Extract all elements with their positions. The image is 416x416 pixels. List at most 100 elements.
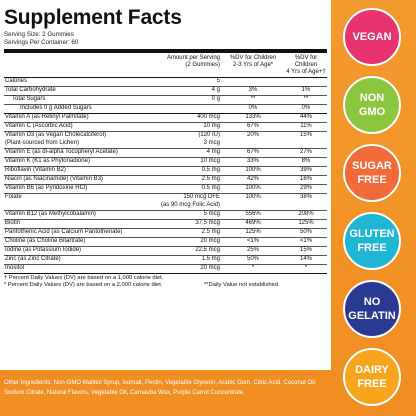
footnote-2000-row: * Percent Daily Values (DV) are based on… <box>4 282 327 289</box>
amount-per-serving: 4 g <box>139 86 221 96</box>
dv-children-4-header: %DV for Children 4 Yrs of Age+† <box>286 55 326 75</box>
table-row: (as 90 mcg Folic Acid) <box>4 202 327 211</box>
dv-children-4: 14% <box>285 255 327 265</box>
dv-children-4: 0% <box>285 104 327 114</box>
badge-line: DAIRY <box>355 364 389 376</box>
dv-children-2-3: 25% <box>221 246 285 256</box>
amount-per-serving: 1.5 mg <box>139 255 221 265</box>
dv-children-4: 44% <box>285 113 327 123</box>
dv-children-4 <box>285 77 327 87</box>
dv-children-4: 50% <box>285 228 327 238</box>
badge-line: VEGAN <box>352 31 392 43</box>
badge-no-gelatin: NO GELATIN <box>343 280 401 338</box>
badge-line: GLUTEN <box>349 228 395 240</box>
dv-children-4: 39% <box>285 166 327 176</box>
dv-children-2-3: 3% <box>221 86 285 96</box>
table-row: Vitamin B6 (as Pyridoxine HCl) 0.5 mg 100%… <box>4 184 327 194</box>
badge-line: FREE <box>357 174 387 186</box>
dv-children-4: 15% <box>285 131 327 140</box>
dv-children-2-3: 100% <box>221 184 285 194</box>
dv-children-2-3: 556% <box>221 210 285 220</box>
table-row: Vitamin E (as dl-alpha Tocopheryl Acetat… <box>4 148 327 158</box>
dv-children-2-3: 469% <box>221 219 285 229</box>
nutrient-name: Calories <box>4 77 139 87</box>
dv-children-2-3: 50% <box>221 255 285 265</box>
servings-per-container: Servings Per Container: 60 <box>4 39 79 46</box>
nutrient-name: Vitamin E (as dl-alpha Tocopheryl Acetat… <box>4 148 139 158</box>
amount-per-serving: 2.5 mg <box>139 228 221 238</box>
nutrient-name: Biotin <box>4 219 139 229</box>
amount-per-serving: 2.5 mg <box>139 175 221 185</box>
footnote-dv-not-established: **Daily Value not established. <box>204 282 280 288</box>
badge-sugar-free: SUGAR FREE <box>343 144 401 202</box>
dv-children-2-3: 42% <box>221 175 285 185</box>
footnotes: † Percent Daily Values (DV) are based on… <box>4 273 327 289</box>
dv-children-2-3: 20% <box>221 131 285 140</box>
amount-per-serving: 22.5 mcg <box>139 246 221 256</box>
nutrient-name: Includes 0 g Added Sugars <box>4 104 139 114</box>
nutrient-name <box>4 202 139 211</box>
dv-children-4: ** <box>285 95 327 105</box>
nutrient-name: Pantothenic Acid (as Calcium Pantothenat… <box>4 228 139 238</box>
footnote-1000: † Percent Daily Values (DV) are based on… <box>4 275 164 281</box>
amount-per-serving: 10 mcg <box>139 157 221 167</box>
dv-children-2-3: ** <box>221 95 285 105</box>
dv-children-4: 29% <box>285 184 327 194</box>
nutrient-name: Folate <box>4 193 139 202</box>
amount-per-serving: 0.5 mg <box>139 184 221 194</box>
dv-children-4: 11% <box>285 122 327 132</box>
nutrient-name: Total Carbohydrate <box>4 86 139 96</box>
badge-dairy-free: DAIRY FREE <box>343 348 401 406</box>
nutrient-name: Niacin (as Niacinamide) (Vitamin B3) <box>4 175 139 185</box>
nutrient-name: Vitamin D3 (as Vegan Cholecalciferol) <box>4 131 139 140</box>
dv-children-2-3: 100% <box>221 166 285 176</box>
nutrient-name: Riboflavin (Vitamin B2) <box>4 166 139 176</box>
nutrient-name: Vitamin C (Ascorbic Acid) <box>4 122 139 132</box>
dv-children-4: 38% <box>285 193 327 202</box>
dv-children-4 <box>285 140 327 149</box>
table-row: Includes 0 g Added Sugars 0% 0% <box>4 104 327 114</box>
footnote-2000: * Percent Daily Values (DV) are based on… <box>4 282 163 288</box>
amount-per-serving: 20 mcg <box>139 264 221 273</box>
table-row: Vitamin B12 (as Methylcobalamin) 5 mcg 556… <box>4 210 327 220</box>
dv-children-2-3: 0% <box>221 104 285 114</box>
supplement-facts-panel: Supplement Facts Serving Size: 2 Gummies… <box>4 6 327 289</box>
badge-vegan: VEGAN <box>343 8 401 66</box>
amount-per-serving: 3 mcg <box>203 140 220 146</box>
badge-line: SUGAR <box>352 160 392 172</box>
nutrient-name: Vitamin K (K1 as Phytonadione) <box>4 157 139 167</box>
dv-children-2-3: 67% <box>221 122 285 132</box>
badge-column: VEGAN NON GMO SUGAR FREE GLUTEN FREE NO GELATIN D… <box>340 8 404 416</box>
badge-line: GMO <box>358 106 386 118</box>
other-ingredients: Other Ingredients: Non-GMO Maltitol Syru… <box>4 380 317 396</box>
amount-per-serving: 0 g <box>139 95 221 105</box>
dv-children-4 <box>285 202 327 211</box>
table-row: Inositol 20 mcg * * <box>4 264 327 273</box>
table-row: Biotin 37.5 mcg 469% 125% <box>4 219 327 229</box>
amount-per-serving: 20 mcg <box>139 237 221 247</box>
amount-per-serving: (120 IU) <box>139 131 221 140</box>
badge-line: FREE <box>357 378 387 390</box>
badge-non-gmo: NON GMO <box>343 76 401 134</box>
dv-children-4: 16% <box>285 175 327 185</box>
dv-children-2-3: 33% <box>221 157 285 167</box>
amount-per-serving: 150 mcg DFE <box>139 193 221 202</box>
amount-per-serving: 0.5 mg <box>139 166 221 176</box>
table-row: Total Sugars 0 g ** ** <box>4 95 327 105</box>
table-row: Total Carbohydrate 4 g 3% 1% <box>4 86 327 96</box>
table-row: Vitamin D3 (as Vegan Cholecalciferol) (12… <box>4 131 327 140</box>
table-row: Calories 5 <box>4 77 327 87</box>
table-row: Zinc (as Zinc Citrate) 1.5 mg 50% 14% <box>4 255 327 265</box>
dv-children-4: 27% <box>285 148 327 158</box>
badge-line: NON <box>359 92 385 104</box>
nutrient-table: Amount per Serving (2 Gummies) %DV for C… <box>4 53 327 273</box>
nutrient-name: Zinc (as Zinc Citrate) <box>4 255 139 265</box>
serving-size: Serving Size: 2 Gummies <box>4 31 74 38</box>
dv-children-2-3: 125% <box>221 228 285 238</box>
amount-per-serving: 37.5 mcg <box>139 219 221 229</box>
dv-children-4: 208% <box>285 210 327 220</box>
dv-children-4: 15% <box>285 246 327 256</box>
table-row: Iodine (as Potassium Iodide) 22.5 mcg 25% 1… <box>4 246 327 256</box>
dv-children-2-3: 133% <box>221 113 285 123</box>
amount-per-serving: 400 mcg <box>139 113 221 123</box>
